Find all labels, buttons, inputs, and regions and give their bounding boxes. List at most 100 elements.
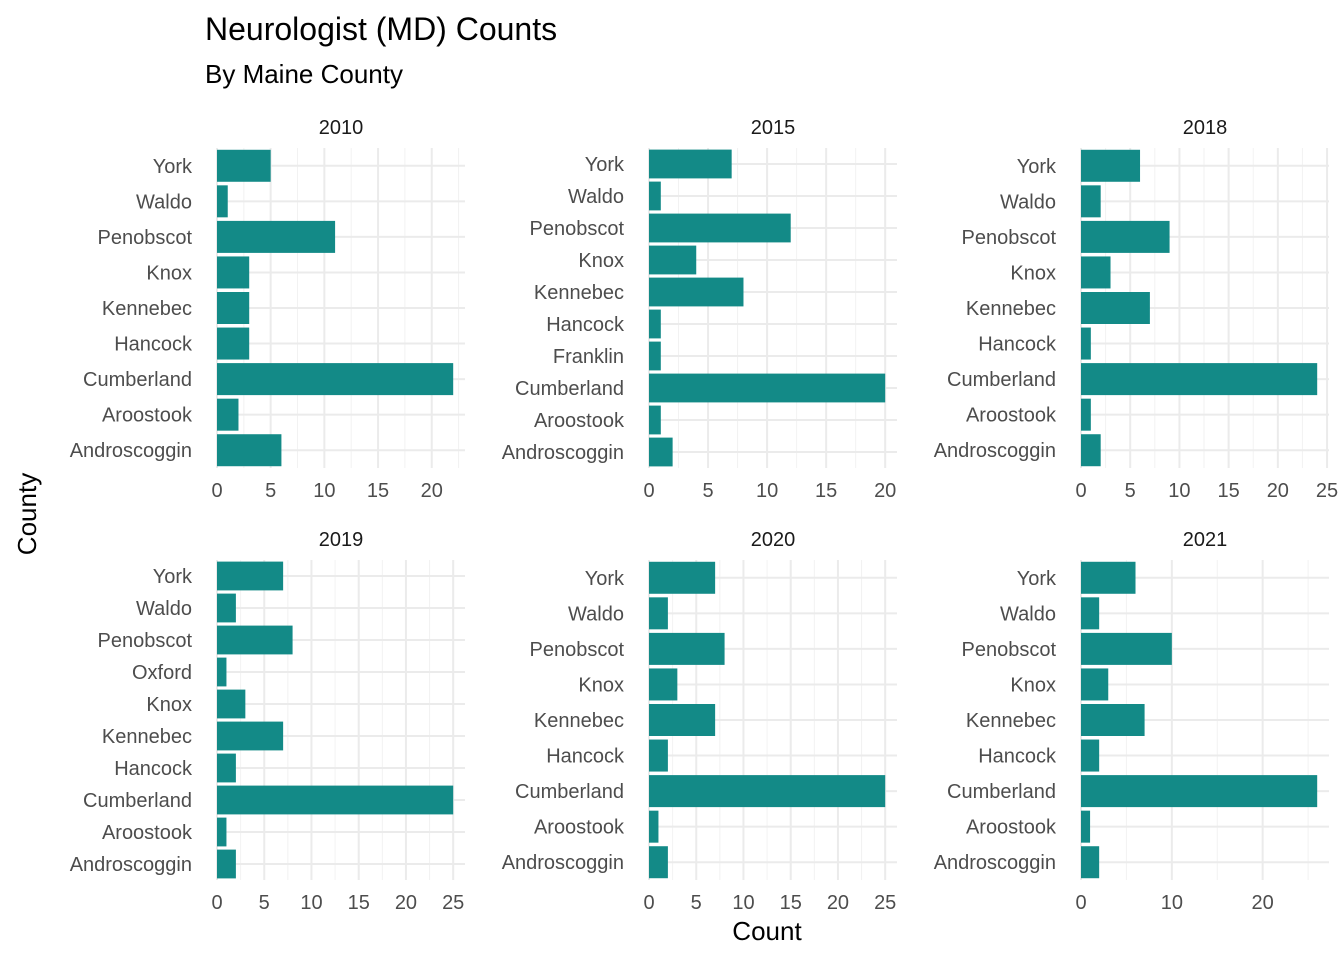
y-tick-label: Waldo bbox=[136, 191, 192, 213]
y-tick-label: Aroostook bbox=[966, 817, 1057, 839]
bar-2020-hancock bbox=[649, 739, 668, 772]
y-tick-label: Kennebec bbox=[102, 298, 192, 320]
bar-2018-androscoggin bbox=[1081, 434, 1101, 467]
y-tick-label: Knox bbox=[146, 262, 192, 284]
y-tick-label: Kennebec bbox=[966, 298, 1056, 320]
y-tick-label: Hancock bbox=[546, 746, 625, 768]
bar-2019-waldo bbox=[217, 593, 236, 623]
bar-2015-androscoggin bbox=[649, 437, 673, 467]
y-tick-label: York bbox=[1017, 568, 1057, 590]
x-tick-label: 20 bbox=[827, 892, 849, 914]
bar-2018-york bbox=[1081, 149, 1141, 182]
y-tick-label: Cumberland bbox=[515, 378, 624, 400]
y-tick-label: York bbox=[585, 568, 625, 590]
x-tick-label: 10 bbox=[732, 892, 754, 914]
x-tick-label: 20 bbox=[1252, 892, 1274, 914]
y-tick-label: Androscoggin bbox=[934, 440, 1056, 462]
x-tick-label: 5 bbox=[702, 480, 713, 502]
bar-2019-androscoggin bbox=[217, 849, 236, 879]
y-tick-label: Cumberland bbox=[83, 790, 192, 812]
x-tick-label: 0 bbox=[643, 480, 654, 502]
bar-2010-androscoggin bbox=[217, 434, 282, 467]
x-tick-label: 10 bbox=[313, 480, 335, 502]
chart-title: Neurologist (MD) Counts bbox=[205, 11, 557, 47]
x-tick-label: 0 bbox=[1075, 480, 1086, 502]
bar-2020-waldo bbox=[649, 597, 668, 630]
bar-2021-cumberland bbox=[1081, 775, 1318, 808]
y-tick-label: Androscoggin bbox=[70, 854, 192, 876]
y-tick-label: Androscoggin bbox=[70, 440, 192, 462]
bar-2018-hancock bbox=[1081, 327, 1091, 360]
y-tick-label: York bbox=[585, 154, 625, 176]
x-tick-label: 15 bbox=[780, 892, 802, 914]
bar-2018-aroostook bbox=[1081, 398, 1091, 431]
y-tick-label: Androscoggin bbox=[502, 442, 624, 464]
x-tick-label: 10 bbox=[300, 892, 322, 914]
x-tick-label: 5 bbox=[265, 480, 276, 502]
y-tick-label: Aroostook bbox=[966, 405, 1057, 427]
x-tick-label: 10 bbox=[1168, 480, 1190, 502]
bar-2021-knox bbox=[1081, 668, 1109, 701]
bar-2010-hancock bbox=[217, 327, 250, 360]
facet-panels: Androscoggin Aroostook Cumberland Hancock Ke… bbox=[70, 117, 1338, 914]
y-tick-label: Hancock bbox=[114, 758, 193, 780]
bar-2019-aroostook bbox=[217, 817, 227, 847]
y-tick-label: Hancock bbox=[978, 334, 1057, 356]
y-tick-label: Cumberland bbox=[947, 369, 1056, 391]
bar-2010-penobscot bbox=[217, 220, 336, 253]
y-tick-label: Knox bbox=[578, 674, 624, 696]
y-tick-label: Cumberland bbox=[947, 781, 1056, 803]
x-tick-label: 5 bbox=[691, 892, 702, 914]
facet-strip-label: 2010 bbox=[319, 117, 364, 139]
x-tick-label: 5 bbox=[259, 892, 270, 914]
bar-2018-cumberland bbox=[1081, 363, 1318, 396]
x-tick-label: 20 bbox=[874, 480, 896, 502]
bar-2010-york bbox=[217, 149, 271, 182]
y-tick-label: Penobscot bbox=[529, 218, 624, 240]
y-tick-label: Androscoggin bbox=[934, 852, 1056, 874]
y-tick-label: Kennebec bbox=[966, 710, 1056, 732]
facet-strip-label: 2015 bbox=[751, 117, 796, 139]
bar-2010-kennebec bbox=[217, 292, 250, 324]
x-tick-label: 0 bbox=[1075, 892, 1086, 914]
y-tick-label: Hancock bbox=[978, 746, 1057, 768]
facet-panel-2018: Androscoggin Aroostook Cumberland Hancock Ke… bbox=[934, 117, 1338, 502]
y-tick-label: Waldo bbox=[568, 186, 624, 208]
bar-2018-penobscot bbox=[1081, 220, 1170, 253]
bar-2021-androscoggin bbox=[1081, 846, 1100, 879]
x-tick-label: 15 bbox=[1217, 480, 1239, 502]
x-tick-label: 15 bbox=[348, 892, 370, 914]
bar-2021-york bbox=[1081, 561, 1136, 594]
y-tick-label: Hancock bbox=[114, 334, 193, 356]
y-tick-label: Hancock bbox=[546, 314, 625, 336]
y-tick-label: Oxford bbox=[132, 662, 192, 684]
y-tick-label: Penobscot bbox=[961, 227, 1056, 249]
x-tick-label: 25 bbox=[1316, 480, 1338, 502]
bar-2015-hancock bbox=[649, 309, 661, 339]
chart-subtitle: By Maine County bbox=[205, 59, 403, 89]
y-tick-label: Kennebec bbox=[102, 726, 192, 748]
bar-2019-hancock bbox=[217, 753, 236, 783]
bar-2018-knox bbox=[1081, 256, 1111, 289]
bar-2020-kennebec bbox=[649, 704, 716, 736]
y-tick-label: Penobscot bbox=[97, 227, 192, 249]
bar-2019-oxford bbox=[217, 657, 227, 687]
x-axis-title: Count bbox=[732, 916, 802, 946]
bar-2019-knox bbox=[217, 689, 246, 719]
x-tick-label: 5 bbox=[1125, 480, 1136, 502]
bar-2021-kennebec bbox=[1081, 704, 1145, 736]
bar-2020-york bbox=[649, 561, 716, 594]
y-tick-label: Knox bbox=[146, 694, 192, 716]
x-tick-label: 0 bbox=[211, 892, 222, 914]
y-tick-label: Knox bbox=[1010, 262, 1056, 284]
y-tick-label: Waldo bbox=[136, 598, 192, 620]
bar-2015-cumberland bbox=[649, 373, 886, 403]
facet-panel-2021: Androscoggin Aroostook Cumberland Hancock Ke… bbox=[934, 529, 1329, 914]
x-tick-label: 10 bbox=[756, 480, 778, 502]
y-tick-label: Aroostook bbox=[102, 405, 193, 427]
bar-2020-aroostook bbox=[649, 810, 659, 843]
bar-2019-york bbox=[217, 561, 284, 591]
y-tick-label: York bbox=[153, 156, 193, 178]
